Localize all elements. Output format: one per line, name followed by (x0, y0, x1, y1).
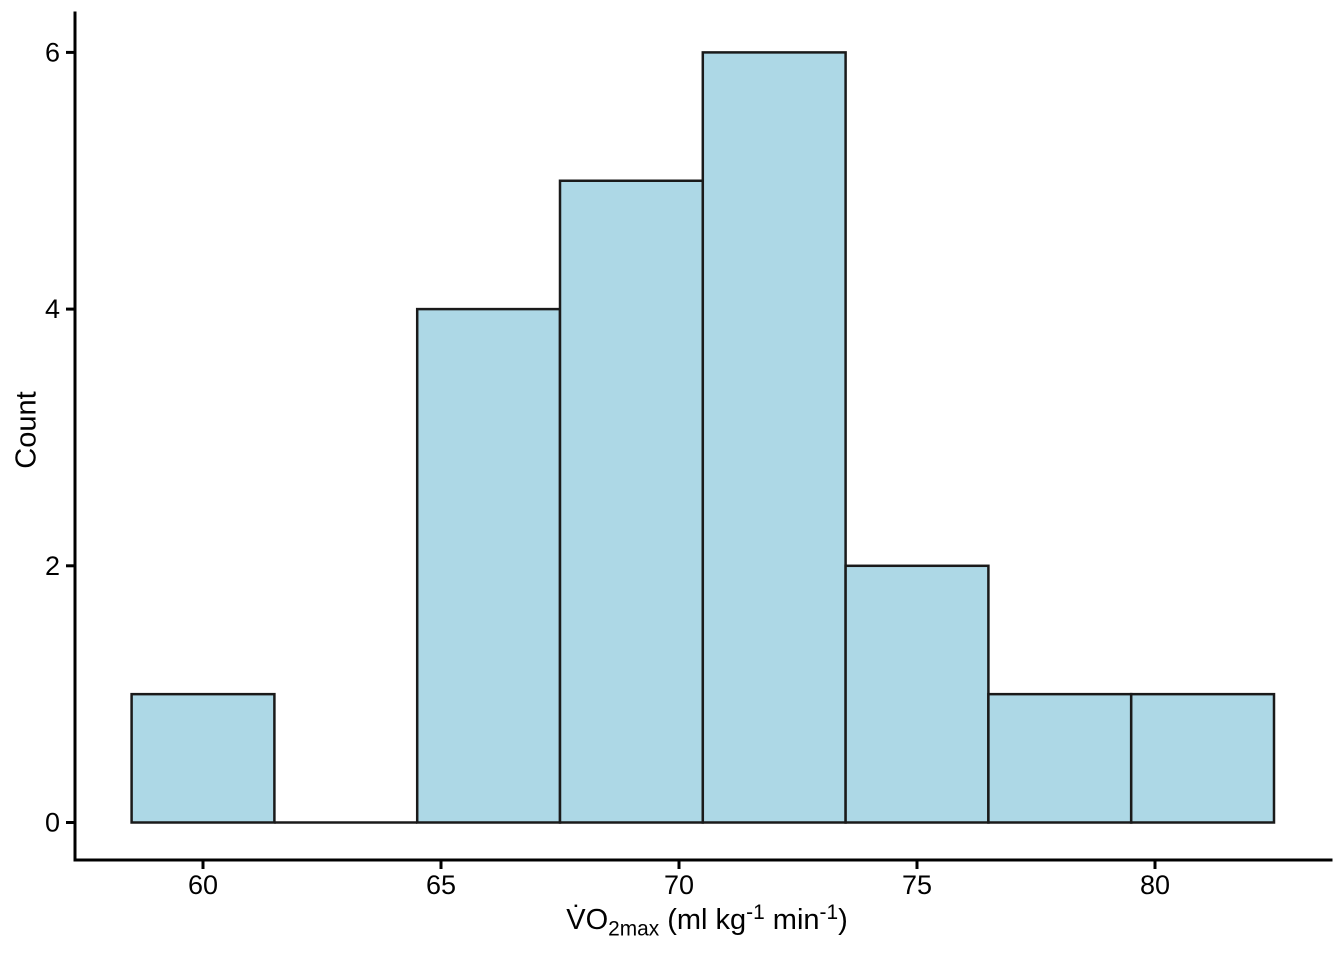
x-tick-label: 65 (426, 870, 456, 900)
y-tick-label: 4 (45, 294, 60, 324)
y-tick-label: 0 (45, 808, 60, 838)
x-tick-label: 75 (902, 870, 932, 900)
x-axis-title-part: -1 (746, 901, 765, 924)
histogram-bar (558, 179, 705, 824)
histogram-bar (701, 51, 847, 824)
x-axis-title: V̇O2max (ml kg-1 min-1) (566, 901, 848, 941)
x-tick-label: 70 (664, 870, 694, 900)
histogram-bar (844, 564, 990, 824)
y-axis-title: Count (10, 391, 43, 469)
x-axis-title-part: ) (838, 904, 848, 937)
x-axis-title-part: 2max (608, 917, 660, 941)
histogram-bar (987, 692, 1133, 824)
x-axis-title-part: V̇O (566, 904, 609, 937)
x-tick-label: 80 (1140, 870, 1170, 900)
histogram-bar (1129, 692, 1276, 824)
x-axis-title-part: (ml kg (659, 904, 747, 937)
x-axis-title-part: -1 (819, 901, 839, 924)
histogram-bar (415, 307, 562, 824)
x-tick-label: 60 (188, 870, 218, 900)
y-tick-label: 6 (45, 37, 60, 67)
y-tick-label: 2 (45, 551, 60, 581)
x-axis-title-part: min (764, 904, 820, 937)
histogram-bar (130, 692, 276, 824)
